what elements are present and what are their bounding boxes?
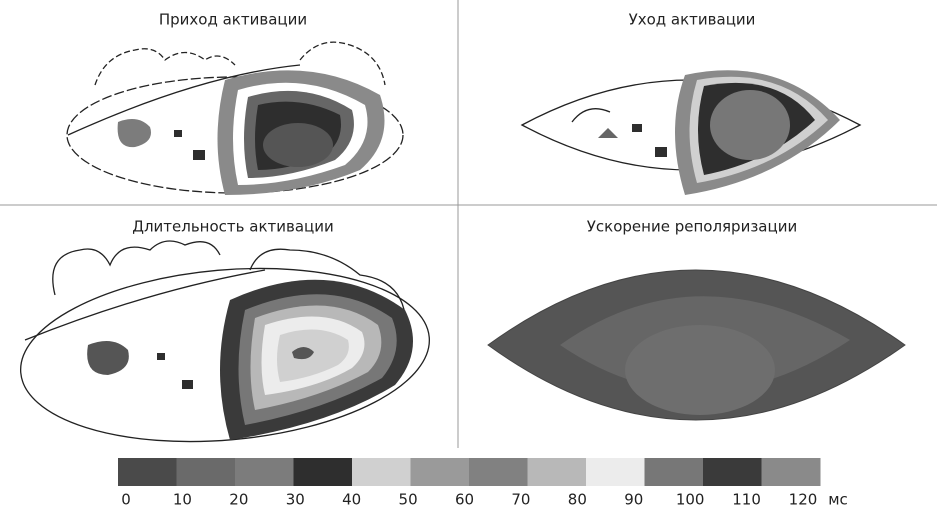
colorbar-label: 0 xyxy=(121,491,131,509)
colorbar-label: 10 xyxy=(173,491,192,509)
colorbar-segment xyxy=(118,458,177,486)
map-duration xyxy=(13,241,436,458)
colorbar-label: 40 xyxy=(342,491,361,509)
colorbar-segment xyxy=(703,458,762,486)
colorbar-label: 60 xyxy=(455,491,474,509)
map-repolarization xyxy=(488,270,905,420)
map-departure xyxy=(522,70,860,195)
colorbar-label: 30 xyxy=(286,491,305,509)
colorbar-label: 70 xyxy=(511,491,530,509)
colorbar-segment xyxy=(235,458,294,486)
colorbar-segment xyxy=(762,458,821,486)
colorbar-segment xyxy=(645,458,704,486)
panel-title: Приход активации xyxy=(159,11,307,29)
colorbar-segment xyxy=(586,458,645,486)
colorbar-segment xyxy=(294,458,353,486)
figure-canvas: Приход активации Уход активации Длительн… xyxy=(0,0,937,521)
colorbar-label: 110 xyxy=(732,491,761,509)
colorbar-segment xyxy=(528,458,587,486)
colorbar-label: 100 xyxy=(676,491,705,509)
panel-title: Уход активации xyxy=(629,11,756,29)
panel-title: Ускорение реполяризации xyxy=(587,218,797,236)
colorbar-segment xyxy=(411,458,470,486)
colorbar-segment xyxy=(177,458,236,486)
panel-title: Длительность активации xyxy=(132,218,334,236)
colorbar-unit: мс xyxy=(828,491,848,509)
colorbar-label: 120 xyxy=(789,491,818,509)
map-arrival xyxy=(67,42,403,195)
colorbar-segment xyxy=(469,458,528,486)
colorbar-segment xyxy=(352,458,411,486)
colorbar-label: 20 xyxy=(229,491,248,509)
colorbar: 0 10 20 30 40 50 60 70 80 90 100 110 120 мс xyxy=(118,458,848,509)
colorbar-label: 80 xyxy=(568,491,587,509)
figure: Приход активации Уход активации Длительн… xyxy=(0,0,937,521)
colorbar-label: 90 xyxy=(624,491,643,509)
colorbar-label: 50 xyxy=(399,491,418,509)
